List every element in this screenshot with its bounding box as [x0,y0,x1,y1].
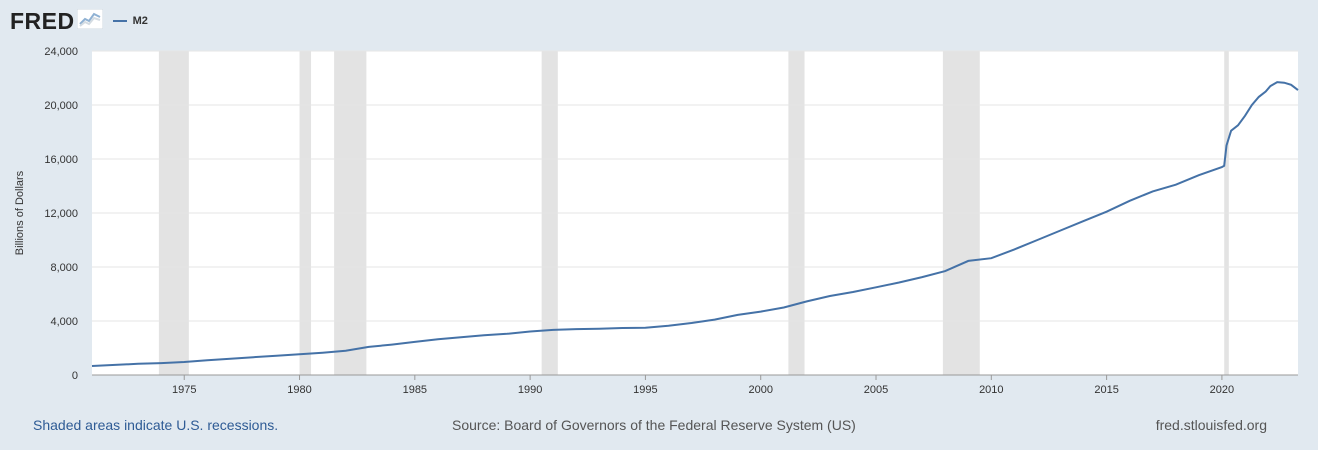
gridlines [92,50,1298,376]
chart-line-icon [76,8,104,34]
y-tick-label: 24,000 [44,46,78,58]
y-axis-ticks: 0 4,000 8,000 12,000 16,000 20,000 24,000 [44,46,78,382]
series-line-m2[interactable] [91,81,1299,367]
fred-logo[interactable]: FRED [10,7,75,34]
x-tick-label: 1975 [172,384,196,396]
y-tick-label: 12,000 [44,208,78,220]
y-tick-label: 0 [72,370,78,382]
legend-swatch [112,20,127,22]
x-tick-label: 2005 [864,384,888,396]
x-tick-label: 1985 [403,384,427,396]
legend-label: M2 [132,15,148,27]
recessions-note: Shaded areas indicate U.S. recessions. [33,417,279,433]
y-tick-label: 20,000 [44,100,78,112]
y-tick-label: 4,000 [50,316,78,328]
header: FRED M2 [10,6,148,36]
x-tick-label: 1995 [633,384,657,396]
x-axis-ticks: 1975 1980 1985 1990 1995 2000 2005 2010 2015 2020 [172,375,1234,396]
x-tick-label: 2020 [1210,384,1234,396]
source-note: Source: Board of Governors of the Federa… [452,417,856,433]
x-tick-label: 1990 [518,384,542,396]
x-tick-label: 2000 [748,384,772,396]
x-tick-label: 1980 [287,384,311,396]
y-axis-label: Billions of Dollars [14,170,26,255]
y-tick-label: 16,000 [44,154,78,166]
x-tick-label: 2015 [1094,384,1118,396]
site-link[interactable]: fred.stlouisfed.org [1155,417,1267,433]
x-tick-label: 2010 [979,384,1003,396]
y-tick-label: 8,000 [50,262,78,274]
legend[interactable]: M2 [112,15,148,27]
